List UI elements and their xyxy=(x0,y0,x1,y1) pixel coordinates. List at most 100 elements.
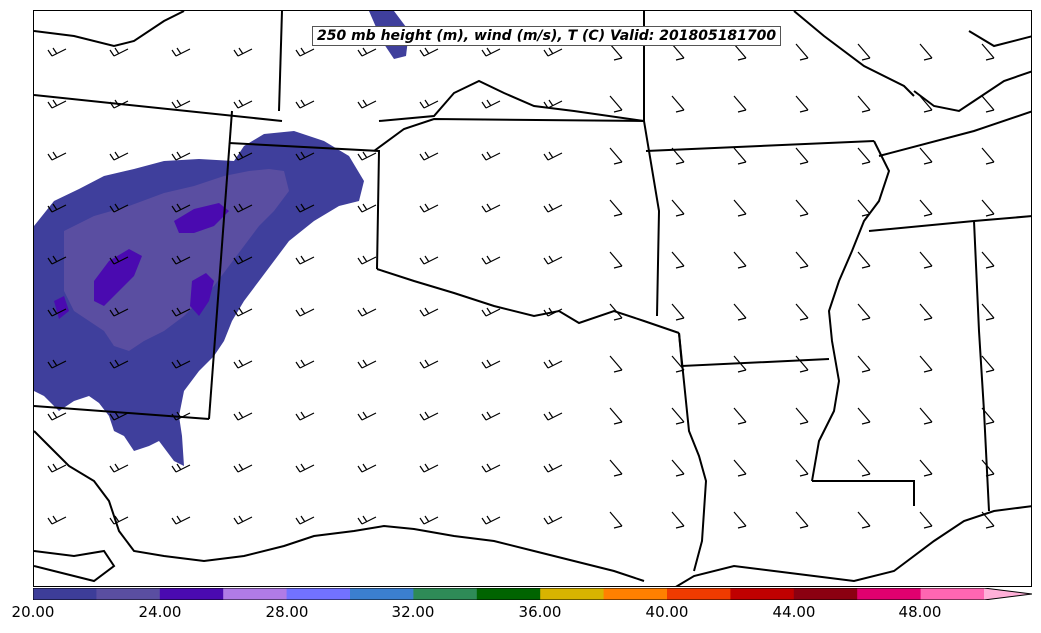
wind-barb xyxy=(609,511,623,529)
wind-barb xyxy=(981,95,995,113)
wind-barb xyxy=(857,459,871,477)
wind-barb xyxy=(919,459,933,477)
wind-barb xyxy=(419,151,439,161)
boundary-mo-ar xyxy=(645,140,875,152)
colorbar-segment xyxy=(920,588,985,600)
boundary-sw-coast xyxy=(34,549,116,583)
wind-barb xyxy=(295,463,315,473)
colorbar-segment xyxy=(667,588,731,600)
boundary-ks-ok xyxy=(378,79,645,122)
wind-barb xyxy=(671,199,685,217)
boundary-ok-tx xyxy=(376,268,680,334)
wind-barb xyxy=(109,411,129,421)
colorbar-tick-20: 20.00 xyxy=(11,603,55,621)
wind-barb xyxy=(919,199,933,217)
wind-barb xyxy=(543,515,563,525)
colorbar-tick-24: 24.00 xyxy=(138,603,182,621)
wind-barb xyxy=(109,47,129,57)
wind-barb xyxy=(233,411,253,421)
wind-barb xyxy=(543,47,563,57)
wind-barb xyxy=(795,199,809,217)
wind-barb xyxy=(481,99,501,109)
colorbar-segment xyxy=(159,588,224,600)
boundary-north-b xyxy=(34,11,185,48)
wind-barb xyxy=(47,203,67,213)
wind-barb xyxy=(419,515,439,525)
wind-barb xyxy=(295,359,315,369)
colorbar-tick-48: 48.00 xyxy=(898,603,942,621)
wind-barb xyxy=(609,95,623,113)
wind-barb xyxy=(109,515,129,525)
wind-barb xyxy=(981,355,995,373)
wind-barb xyxy=(357,203,377,213)
colorbar-tick-40: 40.00 xyxy=(645,603,689,621)
wind-barb xyxy=(543,359,563,369)
wind-barb xyxy=(733,199,747,217)
wind-barb xyxy=(981,407,995,425)
wind-barb xyxy=(481,463,501,473)
wind-barb xyxy=(357,463,377,473)
wind-barb xyxy=(671,459,685,477)
boundary-tn-north xyxy=(878,110,1031,157)
wind-barb xyxy=(419,47,439,57)
wind-barb xyxy=(543,307,563,317)
wind-barb xyxy=(795,355,809,373)
wind-barb xyxy=(671,43,685,61)
temperature-fill xyxy=(34,11,409,466)
wind-barb xyxy=(795,303,809,321)
boundaries xyxy=(34,11,1031,586)
colorbar-segment xyxy=(96,588,161,600)
wind-barb xyxy=(981,303,995,321)
colorbar-segment xyxy=(540,588,605,600)
boundary-ms-east xyxy=(868,215,1031,232)
wind-barb xyxy=(733,95,747,113)
wind-barb xyxy=(795,43,809,61)
colorbar-extend-arrow xyxy=(984,588,1032,600)
wind-barb xyxy=(733,355,747,373)
wind-barb xyxy=(171,47,191,57)
wind-barb xyxy=(981,251,995,269)
wind-barb xyxy=(481,47,501,57)
wind-barb xyxy=(857,199,871,217)
wind-barb xyxy=(419,307,439,317)
wind-barb xyxy=(171,515,191,525)
colorbar-tick-28: 28.00 xyxy=(265,603,309,621)
colorbar-segment xyxy=(33,588,97,600)
wind-barb xyxy=(671,95,685,113)
wind-barb xyxy=(47,463,67,473)
wind-barb xyxy=(609,251,623,269)
colorbar-segment xyxy=(223,588,288,600)
wind-barb xyxy=(609,303,623,321)
wind-barb xyxy=(109,359,129,369)
colorbar-segment xyxy=(603,588,668,600)
wind-barb xyxy=(481,203,501,213)
colorbar xyxy=(33,588,1032,600)
wind-barb xyxy=(609,459,623,477)
wind-barb xyxy=(481,307,501,317)
map-frame[interactable]: 250 mb height (m), wind (m/s), T (C) Val… xyxy=(33,10,1032,587)
wind-barb xyxy=(857,95,871,113)
boundary-gulf-coast xyxy=(675,505,1031,586)
fill-inner-3 xyxy=(190,273,214,316)
colorbar-tick-44: 44.00 xyxy=(772,603,816,621)
boundary-tx-la xyxy=(678,332,708,572)
wind-barb xyxy=(171,151,191,161)
wind-barb xyxy=(609,43,623,61)
wind-barb xyxy=(295,47,315,57)
colorbar-segment xyxy=(413,588,478,600)
wind-barb xyxy=(357,255,377,265)
wind-barb xyxy=(795,95,809,113)
boundary-co-nm xyxy=(34,94,283,122)
colorbar-segment xyxy=(350,588,414,600)
wind-barb xyxy=(47,47,67,57)
wind-barb xyxy=(733,511,747,529)
wind-barb xyxy=(857,251,871,269)
wind-barb xyxy=(419,255,439,265)
wind-barb xyxy=(919,43,933,61)
wind-barb xyxy=(357,307,377,317)
map-canvas[interactable] xyxy=(34,11,1032,587)
boundary-la-ms-south xyxy=(812,480,915,506)
wind-barb xyxy=(481,411,501,421)
wind-barb xyxy=(295,99,315,109)
wind-barb xyxy=(109,151,129,161)
